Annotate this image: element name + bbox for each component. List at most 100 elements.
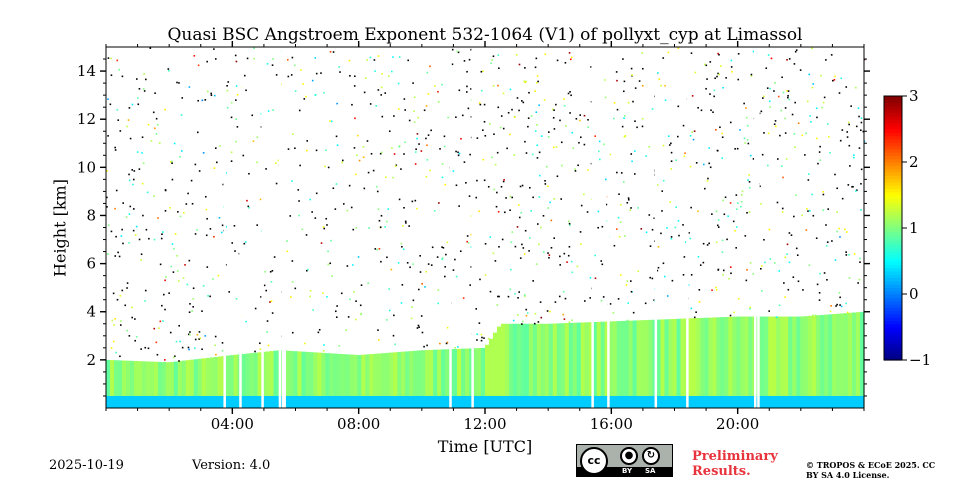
heatmap-noise-point [516, 97, 519, 99]
heatmap-noise-point [691, 131, 694, 133]
heatmap-noise-point [305, 234, 308, 236]
cc-license-badge: cc ● ↻ BY SA [576, 444, 673, 477]
heatmap-noise-point [521, 184, 524, 187]
heatmap-noise-point [176, 81, 178, 84]
heatmap-noise-point [427, 93, 430, 95]
heatmap-noise-point [536, 144, 538, 147]
heatmap-noise-point [579, 114, 582, 116]
heatmap-noise-point [708, 162, 711, 165]
heatmap-noise-point [858, 278, 861, 281]
heatmap-noise-point [484, 243, 487, 245]
y-tick-label: 8 [86, 206, 96, 224]
copyright-notice: © TROPOS & ECoE 2025. CC BY SA 4.0 Licen… [806, 460, 936, 480]
heatmap-noise-point [534, 66, 537, 69]
heatmap-noise-point [153, 238, 156, 241]
heatmap-noise-point [411, 306, 413, 308]
heatmap-noise-point [566, 261, 568, 263]
heatmap-noise-point [806, 100, 809, 103]
heatmap-noise-point [386, 256, 388, 259]
heatmap-cell [640, 320, 646, 408]
heatmap-noise-point [267, 344, 270, 347]
heatmap-cell [481, 347, 486, 408]
heatmap-cell [189, 359, 195, 408]
heatmap-noise-point [286, 58, 289, 61]
heatmap-noise-point [597, 210, 600, 213]
heatmap-noise-point [391, 147, 393, 149]
heatmap-noise-point [853, 156, 855, 159]
heatmap-noise-point [580, 243, 582, 246]
heatmap-cell [728, 316, 733, 408]
heatmap-noise-point [265, 289, 267, 292]
heatmap-noise-point [860, 182, 862, 185]
colorbar-segment [884, 102, 902, 107]
heatmap-noise-point [547, 252, 549, 254]
heatmap-noise-point [774, 120, 777, 122]
heatmap-noise-point [184, 264, 186, 266]
heatmap-noise-point [542, 214, 545, 217]
heatmap-noise-point [171, 243, 174, 245]
heatmap-noise-point [579, 231, 582, 233]
heatmap-noise-point [172, 271, 175, 273]
heatmap-noise-point [736, 147, 739, 150]
heatmap-noise-point [693, 130, 696, 133]
heatmap-noise-point [736, 208, 738, 210]
heatmap-noise-point [253, 47, 255, 50]
heatmap-noise-point [401, 245, 403, 248]
heatmap-noise-point [792, 276, 795, 279]
heatmap-noise-point [600, 299, 603, 302]
heatmap-noise-point [670, 168, 673, 170]
heatmap-noise-point [291, 180, 293, 182]
heatmap-noise-point [323, 344, 325, 346]
heatmap-noise-point [795, 194, 797, 197]
heatmap-noise-point [747, 179, 749, 181]
heatmap-noise-point [838, 227, 840, 230]
heatmap-noise-point [483, 337, 485, 339]
heatmap-noise-point [825, 224, 827, 226]
heatmap-noise-point [164, 308, 166, 311]
heatmap-noise-point [845, 251, 847, 253]
heatmap-noise-point [386, 220, 388, 223]
heatmap-cell [329, 353, 334, 408]
heatmap-cell [780, 316, 785, 408]
heatmap-noise-point [622, 90, 625, 93]
heatmap-noise-point [524, 140, 526, 143]
heatmap-cell-surface-band [106, 395, 864, 408]
heatmap-noise-point [584, 300, 586, 302]
heatmap-noise-point [660, 84, 662, 87]
heatmap-noise-point [352, 228, 355, 231]
heatmap-noise-point [287, 75, 290, 78]
heatmap-noise-point [455, 275, 458, 278]
colorbar-segment [884, 171, 902, 176]
heatmap-noise-point [651, 108, 654, 110]
heatmap-cell [568, 322, 574, 408]
heatmap-noise-point [209, 228, 212, 230]
heatmap-noise-point [177, 211, 179, 213]
heatmap-cell [724, 316, 729, 408]
heatmap-noise-point [725, 77, 727, 79]
heatmap-noise-point [266, 331, 268, 333]
x-tick-label: 12:00 [463, 415, 506, 433]
heatmap-noise-point [221, 350, 224, 352]
heatmap-noise-point [763, 132, 765, 134]
heatmap-noise-point [709, 166, 712, 169]
heatmap-noise-point [848, 277, 851, 279]
heatmap-noise-point [811, 47, 813, 50]
heatmap-noise-point [213, 167, 216, 169]
heatmap-noise-point [235, 60, 238, 63]
heatmap-noise-point [626, 280, 629, 283]
heatmap-noise-point [112, 292, 115, 295]
heatmap-noise-point [820, 74, 822, 77]
heatmap-noise-point [600, 260, 603, 262]
heatmap-noise-point [470, 246, 473, 248]
heatmap-noise-point [729, 202, 732, 204]
heatmap-noise-point [523, 294, 526, 296]
heatmap-noise-point [675, 159, 678, 161]
heatmap-noise-point [857, 282, 859, 284]
heatmap-noise-point [446, 341, 449, 344]
heatmap-noise-point [662, 144, 665, 147]
data-gap [283, 47, 286, 408]
heatmap-noise-point [206, 90, 209, 93]
heatmap-noise-point [366, 140, 369, 142]
heatmap-noise-point [267, 110, 270, 112]
heatmap-noise-point [459, 250, 462, 253]
